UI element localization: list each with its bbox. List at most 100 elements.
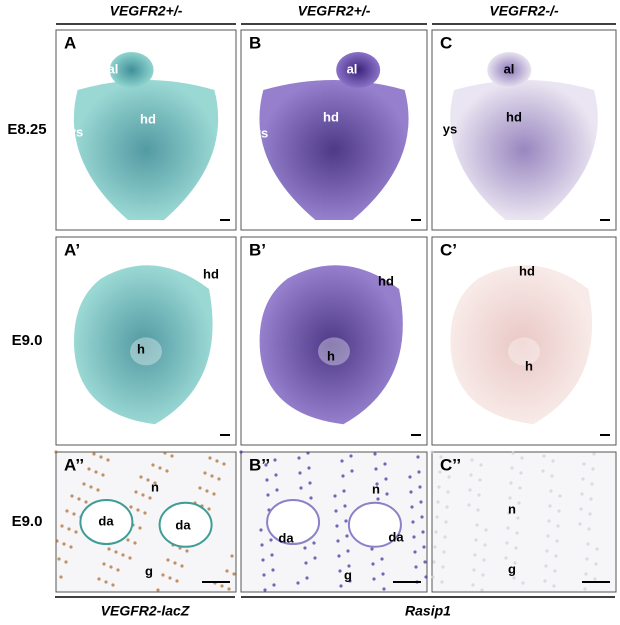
stain-dot: [468, 488, 472, 492]
stain-dot: [260, 543, 264, 547]
stain-dot: [96, 488, 100, 492]
stain-dot: [70, 494, 74, 498]
stain-dot: [180, 564, 184, 568]
stain-dot: [269, 538, 273, 542]
panel-letter: B’: [249, 240, 266, 259]
stain-dot: [439, 455, 443, 459]
stain-dot: [550, 474, 554, 478]
stain-dot: [441, 565, 445, 569]
panel-frame: [431, 451, 617, 593]
annotation: g: [145, 563, 153, 578]
stain-dot: [303, 546, 307, 550]
annotation: h: [525, 358, 533, 373]
stain-dot: [134, 490, 138, 494]
stain-dot: [474, 538, 478, 542]
stain-dot: [97, 577, 101, 581]
stain-dot: [594, 562, 598, 566]
stain-dot: [418, 485, 422, 489]
stain-dot: [374, 467, 378, 471]
stain-dot: [515, 531, 519, 535]
stain-dot: [185, 549, 189, 553]
stain-dot: [552, 584, 556, 588]
heart: [508, 337, 540, 366]
stain-dot: [207, 507, 211, 511]
stain-dot: [273, 458, 277, 462]
stain-dot: [544, 564, 548, 568]
stain-dot: [542, 454, 546, 458]
footer-label: VEGFR2-lacZ: [101, 603, 190, 619]
stain-dot: [584, 572, 588, 576]
stain-dot: [64, 560, 68, 564]
stain-dot: [175, 579, 179, 583]
stain-dot: [116, 568, 120, 572]
row-label: E9.0: [12, 332, 43, 349]
column-header: VEGFR2+/-: [110, 3, 183, 19]
stain-dot: [217, 477, 221, 481]
panel: C’ hd h: [431, 236, 617, 446]
panel: B’ hd h: [240, 236, 428, 446]
stain-dot: [312, 541, 316, 545]
stain-dot: [299, 486, 303, 490]
stain-dot: [305, 576, 309, 580]
stain-dot: [346, 549, 350, 553]
stain-dot: [304, 561, 308, 565]
panel: B’’ n da da g: [239, 450, 428, 593]
stain-dot: [272, 583, 276, 587]
stain-dot: [348, 579, 352, 583]
stain-dot: [587, 527, 591, 531]
stain-dot: [445, 505, 449, 509]
annotation: da: [98, 513, 114, 528]
stain-dot: [153, 481, 157, 485]
stain-dot: [133, 541, 137, 545]
annotation: hd: [323, 109, 339, 124]
stain-dot: [261, 558, 265, 562]
stain-dot: [470, 458, 474, 462]
stain-dot: [107, 547, 111, 551]
stain-dot: [166, 558, 170, 562]
stain-dot: [558, 494, 562, 498]
stain-dot: [589, 497, 593, 501]
annotation: n: [508, 501, 516, 516]
stain-dot: [411, 520, 415, 524]
stain-dot: [114, 550, 118, 554]
stain-dot: [380, 557, 384, 561]
stain-dot: [517, 501, 521, 505]
stain-dot: [423, 560, 427, 564]
stain-dot: [518, 486, 522, 490]
stain-dot: [225, 569, 229, 573]
panel-letter: A’’: [64, 455, 84, 474]
stain-dot: [505, 541, 509, 545]
stain-dot: [475, 523, 479, 527]
allantois: [487, 52, 532, 88]
stain-dot: [382, 587, 386, 591]
annotation: g: [508, 561, 516, 576]
stain-dot: [307, 466, 311, 470]
stain-dot: [555, 539, 559, 543]
stain-dot: [163, 451, 167, 455]
stain-dot: [161, 573, 165, 577]
stain-dot: [101, 473, 105, 477]
stain-dot: [59, 575, 63, 579]
stain-dot: [554, 554, 558, 558]
stain-dot: [435, 515, 439, 519]
stain-dot: [446, 490, 450, 494]
stain-dot: [87, 467, 91, 471]
annotation: al: [504, 61, 515, 76]
stain-dot: [447, 475, 451, 479]
stain-dot: [210, 474, 214, 478]
stain-dot: [421, 530, 425, 534]
heart: [130, 337, 162, 366]
stain-dot: [67, 527, 71, 531]
stain-dot: [578, 522, 582, 526]
stain-dot: [266, 493, 270, 497]
aorta: [347, 501, 402, 548]
embryo: [74, 265, 213, 425]
stain-dot: [350, 469, 354, 473]
aorta: [79, 499, 134, 545]
stain-dot: [514, 546, 518, 550]
stain-dot: [557, 509, 561, 513]
panel: A’ hd h: [55, 236, 237, 446]
stain-dot: [106, 458, 110, 462]
annotation: hd: [519, 263, 535, 278]
stain-dot: [408, 475, 412, 479]
